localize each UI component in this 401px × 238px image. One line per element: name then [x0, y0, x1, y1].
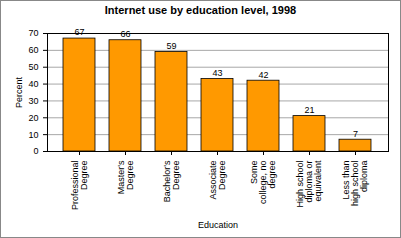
svg-text:Less thanhigh schooldiploma: Less thanhigh schooldiploma [341, 161, 369, 207]
svg-text:40: 40 [28, 79, 38, 89]
svg-text:Bachelor'sDegree: Bachelor'sDegree [162, 160, 181, 202]
svg-text:High schooldiploma orequivalen: High schooldiploma orequivalent [295, 160, 323, 208]
svg-text:10: 10 [28, 130, 38, 140]
svg-text:Somecollege, nodegree: Somecollege, nodegree [249, 161, 277, 205]
svg-text:20: 20 [28, 113, 38, 123]
svg-text:60: 60 [28, 45, 38, 55]
svg-text:42: 42 [258, 70, 268, 80]
svg-text:Education: Education [198, 220, 238, 230]
svg-text:7: 7 [353, 129, 358, 139]
svg-text:0: 0 [33, 146, 38, 156]
svg-text:Master'sDegree: Master'sDegree [116, 160, 135, 194]
svg-text:70: 70 [28, 28, 38, 38]
svg-text:Percent: Percent [14, 76, 24, 108]
html-text:Internet use by education leve: Internet use by education level, 1998 [104, 4, 297, 16]
svg-text:43: 43 [212, 68, 222, 78]
svg-text:ProfessionalDegree: ProfessionalDegree [70, 161, 89, 211]
svg-text:67: 67 [74, 27, 84, 37]
svg-text:21: 21 [304, 105, 314, 115]
svg-text:30: 30 [28, 96, 38, 106]
svg-text:59: 59 [166, 41, 176, 51]
svg-text:50: 50 [28, 62, 38, 72]
svg-text:AssociateDegree: AssociateDegree [208, 161, 227, 200]
svg-text:66: 66 [120, 29, 130, 39]
